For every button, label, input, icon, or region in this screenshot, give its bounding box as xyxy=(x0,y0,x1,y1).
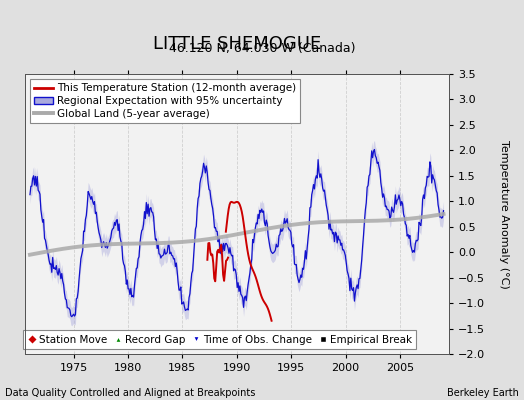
Y-axis label: Temperature Anomaly (°C): Temperature Anomaly (°C) xyxy=(499,140,509,288)
Legend: Station Move, Record Gap, Time of Obs. Change, Empirical Break: Station Move, Record Gap, Time of Obs. C… xyxy=(24,330,416,349)
Text: Berkeley Earth: Berkeley Earth xyxy=(447,388,519,398)
Title: LITTLE SHEMOGUE: LITTLE SHEMOGUE xyxy=(152,35,321,53)
Text: 46.120 N, 64.030 W (Canada): 46.120 N, 64.030 W (Canada) xyxy=(169,42,355,55)
Text: Data Quality Controlled and Aligned at Breakpoints: Data Quality Controlled and Aligned at B… xyxy=(5,388,256,398)
